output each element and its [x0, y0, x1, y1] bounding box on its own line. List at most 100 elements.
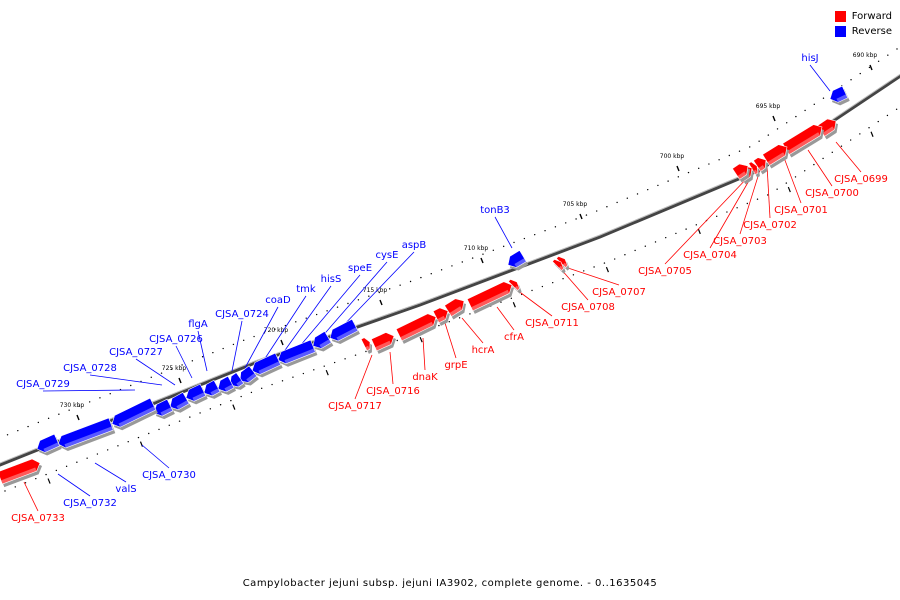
minor-tick: [305, 317, 307, 319]
legend-item-reverse: Reverse: [834, 24, 892, 39]
gene-label-tmk: tmk: [296, 284, 316, 295]
kbp-label-710-kbp: 710 kbp: [464, 245, 489, 252]
major-tick: [480, 257, 484, 264]
cjsa-0711-leader: [516, 289, 553, 317]
minor-tick: [895, 108, 898, 110]
legend-label-reverse: Reverse: [851, 26, 892, 37]
gene-labels: hisJ CJSA_0699 CJSA_0700 CJSA_0701 CJSA_0702…: [11, 53, 888, 524]
minor-tick: [160, 372, 163, 374]
gene-label-cjsa-0732: CJSA_0732: [63, 498, 117, 509]
minor-tick: [726, 211, 728, 213]
minor-tick: [667, 180, 669, 182]
minor-tick: [813, 103, 815, 106]
minor-tick: [531, 289, 533, 292]
major-tick: [280, 339, 284, 346]
minor-tick: [708, 163, 710, 165]
minor-tick: [492, 249, 495, 251]
gene-label-cfra: cfrA: [504, 332, 524, 343]
minor-tick: [583, 270, 585, 272]
minor-tick: [148, 432, 150, 435]
minor-tick: [606, 206, 608, 208]
legend: Forward Reverse: [834, 9, 892, 39]
minor-tick: [178, 420, 181, 422]
cjsa-0732-leader: [57, 473, 91, 497]
minor-tick: [168, 424, 170, 426]
minor-tick: [822, 97, 825, 99]
gene-label-cjsa-0730: CJSA_0730: [142, 470, 196, 481]
minor-tick: [250, 391, 253, 394]
minor-tick: [438, 324, 440, 327]
minor-tick: [14, 486, 16, 488]
minor-tick: [469, 313, 471, 315]
cjsa-0729-arrow: [111, 397, 158, 431]
cjsa-0733-arrow: [0, 458, 42, 488]
hcra-arrow: [444, 298, 466, 320]
minor-tick: [877, 60, 880, 62]
minor-tick: [804, 109, 806, 112]
major-tick: [676, 165, 680, 172]
minor-tick: [804, 170, 806, 172]
cjsa-0716-arrow: [370, 332, 396, 354]
hiss-arrow: [251, 352, 283, 378]
spee-arrow: [277, 339, 318, 367]
minor-tick: [654, 241, 657, 243]
minor-tick: [728, 154, 731, 157]
minor-tick: [585, 214, 588, 216]
minor-tick: [201, 356, 204, 358]
minor-tick: [767, 134, 770, 136]
gene-label-cjsa-0717: CJSA_0717: [328, 401, 382, 412]
gene-label-cjsa-0716: CJSA_0716: [366, 386, 420, 397]
minor-tick: [795, 115, 797, 118]
kbp-label-690-kbp: 690 kbp: [853, 52, 878, 59]
minor-tick: [45, 473, 47, 476]
minor-tick: [65, 465, 68, 468]
gene-features: [0, 85, 850, 488]
minor-tick: [295, 321, 297, 323]
cjsa-0701-arrow: [762, 144, 789, 169]
minor-tick: [137, 436, 140, 439]
legend-item-forward: Forward: [834, 9, 892, 24]
minor-tick: [6, 434, 9, 436]
minor-tick: [323, 365, 325, 367]
major-tick-lower: [787, 186, 791, 193]
cfra-arrow: [466, 281, 514, 314]
cjsa-0703-leader: [739, 169, 761, 235]
tonb3-leader: [494, 216, 513, 249]
dnak-leader: [422, 337, 426, 371]
forward-swatch: [834, 11, 846, 22]
hiss-leader: [282, 285, 332, 354]
gene-label-hisj: hisJ: [801, 53, 818, 64]
minor-tick: [78, 405, 81, 407]
minor-tick: [785, 182, 788, 184]
gene-label-vals: valS: [115, 484, 136, 495]
coad-leader: [244, 306, 279, 369]
minor-tick: [212, 351, 214, 354]
minor-tick: [344, 358, 346, 360]
minor-tick: [756, 198, 759, 200]
cjsa-0716-leader: [389, 351, 394, 385]
minor-tick: [634, 249, 636, 252]
minor-tick: [572, 274, 575, 276]
gene-label-cjsa-0701: CJSA_0701: [774, 205, 828, 216]
minor-tick: [199, 412, 201, 414]
minor-tick: [357, 299, 360, 301]
gene-label-cjsa-0705: CJSA_0705: [638, 266, 692, 277]
cjsa-0703-arrow: [748, 161, 760, 178]
minor-tick: [378, 291, 380, 294]
minor-tick: [868, 66, 871, 69]
cjsa-0724-arrow: [217, 375, 237, 395]
minor-tick: [675, 232, 677, 235]
gene-label-cjsa-0704: CJSA_0704: [683, 250, 737, 261]
minor-tick: [27, 425, 29, 428]
flga-arrow: [203, 379, 223, 399]
minor-tick: [99, 397, 101, 399]
minor-tick: [37, 421, 40, 424]
minor-tick: [647, 188, 649, 191]
minor-tick: [636, 193, 639, 195]
minor-tick: [399, 284, 401, 286]
vals-arrow: [36, 433, 62, 456]
minor-tick: [510, 297, 513, 299]
minor-tick: [624, 254, 626, 256]
minor-tick: [575, 218, 577, 220]
minor-tick: [596, 210, 598, 212]
